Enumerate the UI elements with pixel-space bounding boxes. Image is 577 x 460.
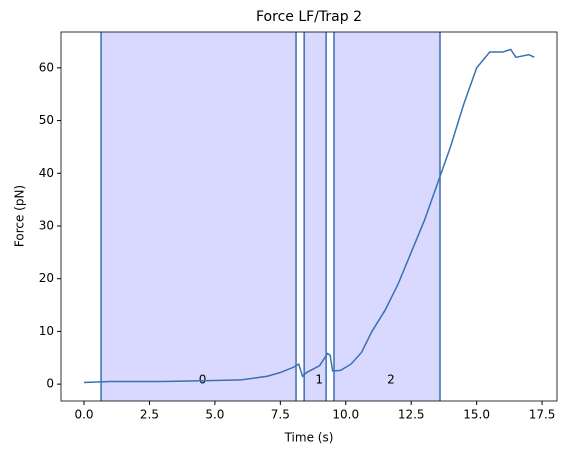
span-label: 2 bbox=[387, 373, 395, 387]
y-tick-label: 20 bbox=[39, 271, 54, 285]
x-tick-label: 2.5 bbox=[140, 408, 159, 422]
span bbox=[101, 32, 297, 401]
x-tick-label: 7.5 bbox=[271, 408, 290, 422]
x-tick-label: 10.0 bbox=[332, 408, 359, 422]
span bbox=[304, 32, 327, 401]
x-axis-label: Time (s) bbox=[284, 431, 334, 445]
chart-title: Force LF/Trap 2 bbox=[256, 9, 362, 25]
y-tick-label: 40 bbox=[39, 166, 54, 180]
span bbox=[333, 32, 441, 401]
x-tick-label: 15.0 bbox=[463, 408, 490, 422]
x-tick-label: 0.0 bbox=[74, 408, 93, 422]
y-tick-label: 0 bbox=[46, 377, 54, 391]
span-label: 1 bbox=[315, 373, 323, 387]
y-axis-label: Force (pN) bbox=[13, 185, 27, 247]
y-tick-label: 60 bbox=[39, 60, 54, 74]
x-tick-label: 17.5 bbox=[529, 408, 556, 422]
y-tick-label: 30 bbox=[39, 218, 54, 232]
plot-frame bbox=[60, 31, 558, 402]
span-label: 0 bbox=[199, 373, 207, 387]
y-tick-label: 50 bbox=[39, 113, 54, 127]
data-line bbox=[84, 48, 535, 384]
y-tick-label: 10 bbox=[39, 324, 54, 338]
x-tick-label: 5.0 bbox=[205, 408, 224, 422]
x-tick-label: 12.5 bbox=[398, 408, 425, 422]
